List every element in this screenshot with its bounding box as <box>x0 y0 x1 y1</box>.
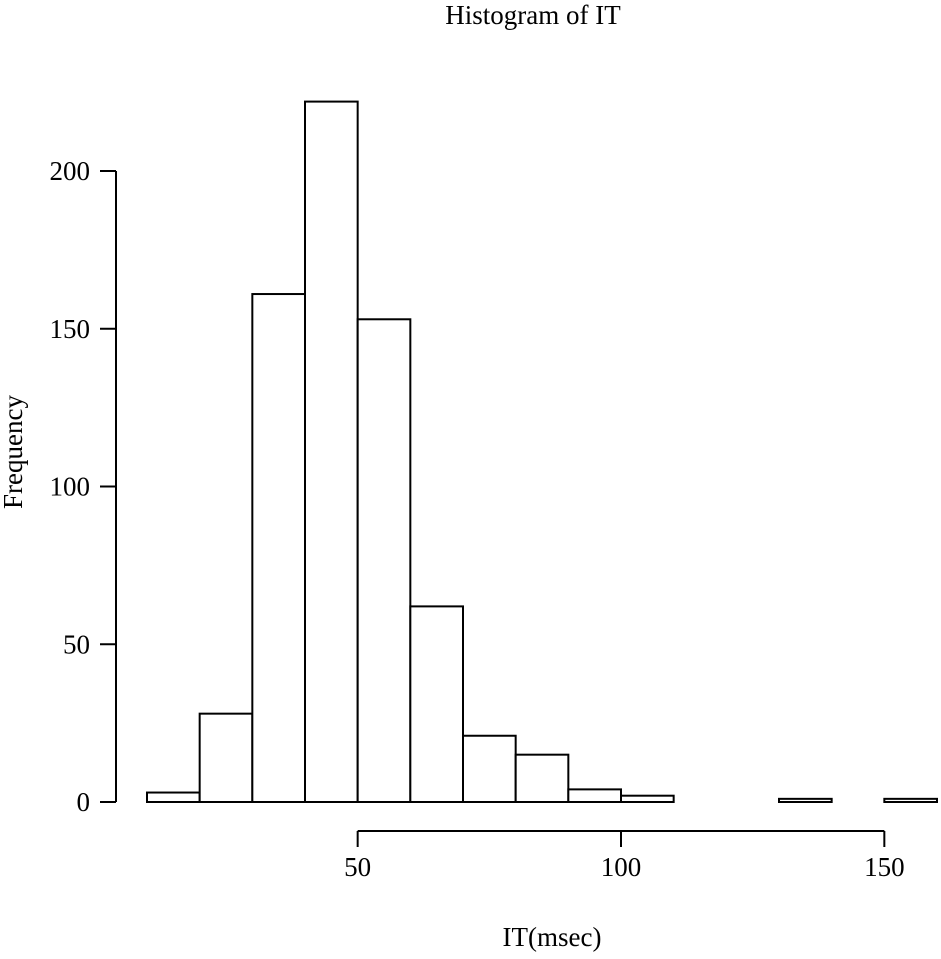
histogram-bar <box>567 788 622 804</box>
histogram-bar <box>462 734 517 803</box>
histogram-bar <box>514 753 570 803</box>
histogram-bar <box>198 712 254 803</box>
y-tick-label: 50 <box>63 629 90 659</box>
y-tick-label: 150 <box>50 314 91 344</box>
y-axis-label: Frequency <box>0 395 28 509</box>
histogram-bar <box>778 797 833 803</box>
histogram-bar <box>409 605 465 804</box>
x-tick-label: 50 <box>344 852 371 882</box>
histogram-bar <box>356 318 412 803</box>
x-tick-label: 150 <box>864 852 905 882</box>
histogram-bar <box>620 794 675 804</box>
x-axis-label: IT(msec) <box>503 922 602 952</box>
histogram-bar <box>304 100 359 803</box>
x-tick-label: 100 <box>601 852 642 882</box>
histogram-bar <box>883 797 938 803</box>
y-axis: 0 50 100 150 200 <box>50 156 117 817</box>
x-axis: 50 100 150 <box>344 830 905 882</box>
histogram-bar <box>251 293 306 803</box>
y-tick-label: 0 <box>77 787 91 817</box>
chart-title: Histogram of IT <box>445 0 621 30</box>
histogram-bar <box>146 791 201 803</box>
bars-group <box>146 100 938 804</box>
y-tick-label: 200 <box>50 156 91 186</box>
y-tick-label: 100 <box>50 472 91 502</box>
